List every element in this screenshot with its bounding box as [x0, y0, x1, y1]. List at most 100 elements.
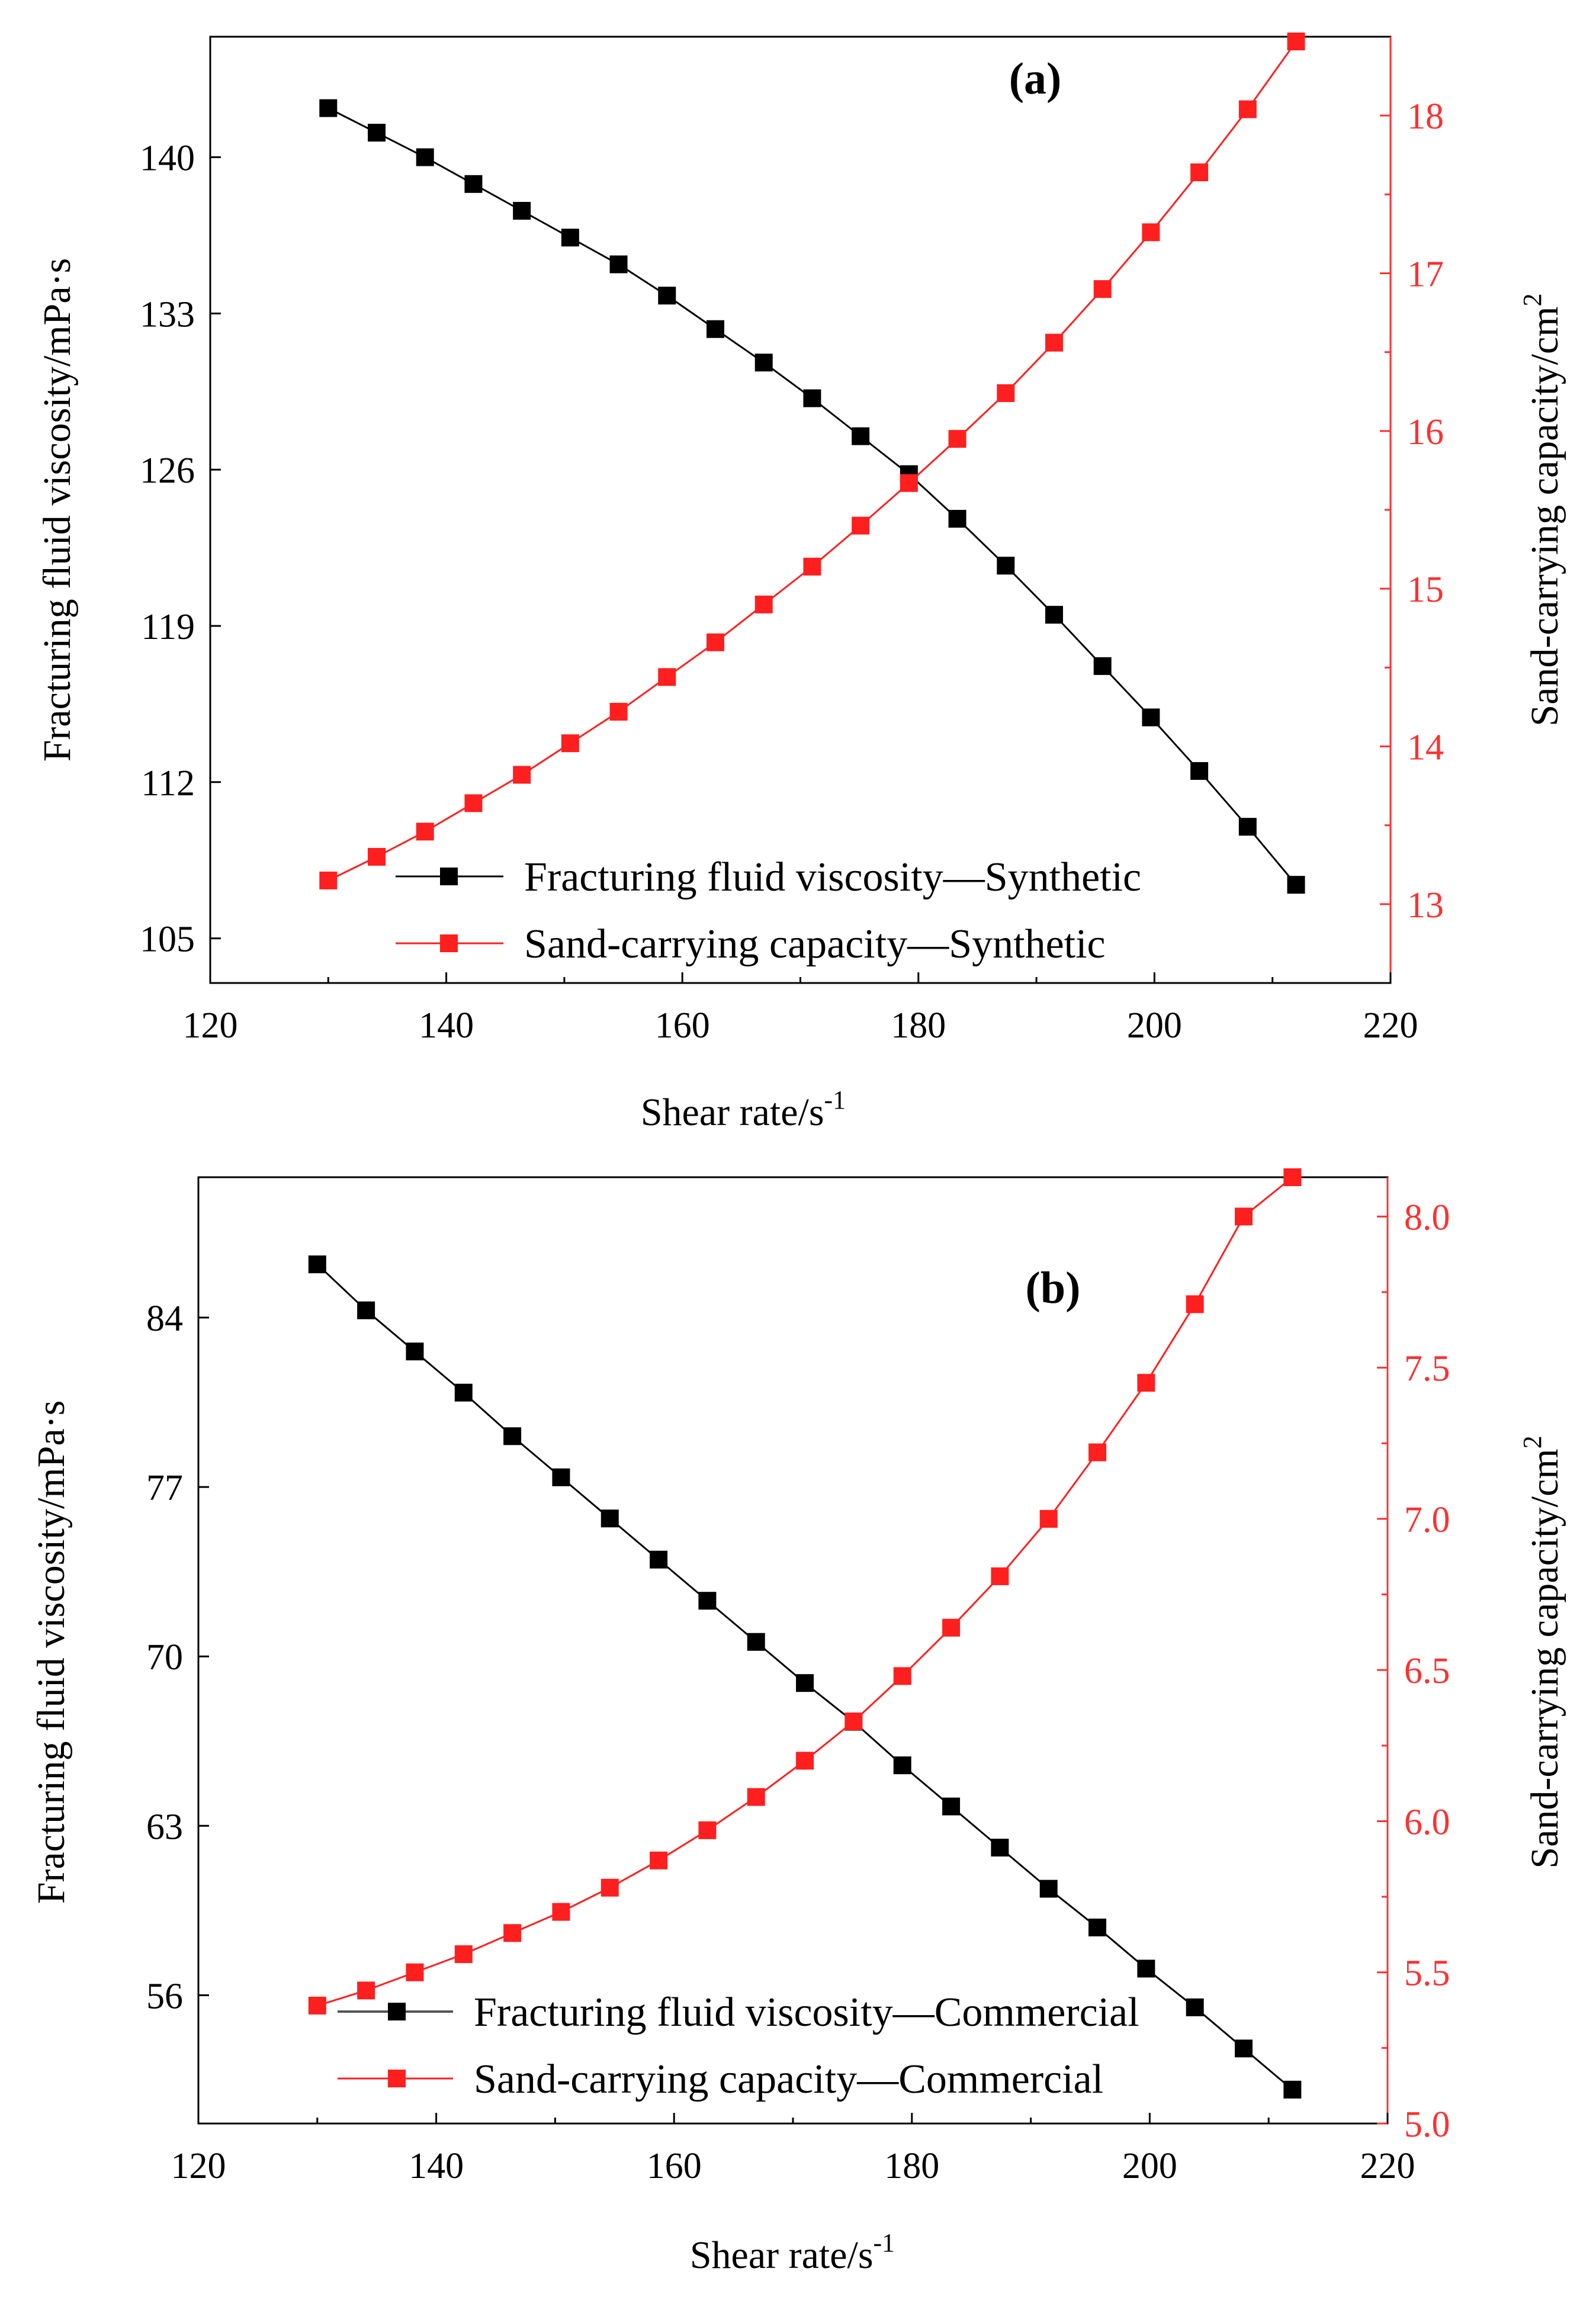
panel-a-left-axis-title: Fracturing fluid viscosity/mPa·s	[36, 258, 79, 762]
panel-b-viscosity-point	[357, 1301, 375, 1319]
panel-a-sand-capacity-point	[416, 823, 434, 841]
panel-b-right-title-main: Sand-carrying capacity/cm	[1523, 1448, 1566, 1868]
panel-b-sand-capacity-point	[406, 1963, 424, 1981]
panel-a-viscosity-point	[754, 354, 773, 372]
panel-b-right-tick-label: 6.5	[1404, 1651, 1450, 1691]
panel-a-sand-capacity-point	[464, 794, 483, 812]
panel-b-viscosity-point	[1283, 2080, 1302, 2099]
panel-a-sand-capacity-point	[1238, 100, 1257, 118]
legend-marker-viscosity-synthetic	[440, 868, 458, 885]
panel-a-sand-capacity-point	[707, 633, 725, 651]
panel-a-viscosity-point	[1238, 818, 1257, 836]
panel-b-right-axis: 5.0 5.5 6.0 6.5 7.0 7.5 8.0	[1377, 1177, 1450, 2145]
panel-b-x-axis-title: Shear rate/s-1	[690, 2228, 895, 2277]
panel-b-right-tick-label: 5.0	[1404, 2105, 1450, 2145]
panel-a-viscosity-point	[1190, 762, 1209, 780]
panel-a-sand-capacity-point	[368, 847, 386, 866]
panel-a-left-tick-label: 140	[140, 139, 195, 179]
panel-a-viscosity-point	[852, 427, 870, 445]
panel-a-viscosity-point	[513, 201, 531, 220]
panel-a-right-axis-title: Sand-carrying capacity/cm2	[1518, 293, 1566, 726]
panel-a-viscosity-point	[1287, 876, 1305, 894]
panel-a-sand-capacity-point	[1190, 163, 1209, 182]
panel-a-right-tick-label: 14	[1407, 728, 1444, 768]
panel-a-left-tick-label: 119	[141, 607, 195, 647]
panel-b-right-tick-label: 7.5	[1404, 1349, 1450, 1389]
panel-a-left-axis: 105 112 119 126 133 140	[140, 139, 221, 960]
panel-b-viscosity-point	[406, 1342, 424, 1361]
panel-b-x-tick-label: 200	[1122, 2146, 1177, 2186]
panel-b-viscosity-point	[503, 1427, 522, 1445]
panel-a-viscosity-point	[803, 389, 821, 407]
panel-a-x-title-sup: -1	[824, 1085, 846, 1114]
panel-a-sand-capacity-point	[561, 734, 579, 753]
legend-label-viscosity-synthetic: Fracturing fluid viscosity—Synthetic	[524, 854, 1141, 900]
panel-a-sand-capacity-point	[948, 430, 966, 448]
panel-a-viscosity-point	[1093, 657, 1112, 675]
panel-a-viscosity-point	[416, 148, 434, 166]
panel-a-x-tick-label: 220	[1363, 1005, 1418, 1046]
panel-b-x-tick-label: 120	[171, 2146, 226, 2186]
panel-b-right-tick-label: 7.0	[1404, 1500, 1450, 1540]
panel-b-sand-capacity-point	[650, 1851, 668, 1869]
panel-b-viscosity-point	[893, 1756, 911, 1775]
panel-a-sand-capacity-point	[852, 516, 870, 535]
panel-b-viscosity-point	[991, 1839, 1009, 1857]
panel-a-x-axis-title: Shear rate/s-1	[641, 1085, 846, 1134]
panel-a-sand-capacity-point	[1045, 333, 1063, 352]
legend-marker-sand-commercial	[388, 2070, 406, 2087]
panel-b-sand-capacity-point	[844, 1712, 863, 1730]
legend-entry-sand-commercial: Sand-carrying capacity—Commercial	[338, 2057, 1103, 2102]
panel-a-left-tick-label: 133	[140, 294, 195, 335]
panel-b-viscosity-point	[942, 1797, 961, 1816]
panel-b-x-title-main: Shear rate/s	[690, 2234, 874, 2277]
panel-b-sand-capacity-point	[1186, 1295, 1204, 1313]
panel-b-right-tick-label: 5.5	[1404, 1954, 1450, 1994]
panel-b-viscosity-point	[1186, 1998, 1204, 2016]
panel-b-sand-capacity-point	[747, 1788, 765, 1806]
panel-b-sand-capacity-point	[893, 1667, 911, 1685]
panel-b-x-tick-label: 160	[647, 2146, 702, 2186]
panel-b-sand-capacity-point	[991, 1567, 1009, 1585]
panel-b-left-tick-label: 56	[146, 1976, 183, 2016]
legend-entry-viscosity-synthetic: Fracturing fluid viscosity—Synthetic	[396, 854, 1141, 900]
legend-marker-viscosity-commercial	[388, 2003, 406, 2020]
panel-a-sand-capacity-point	[319, 871, 338, 889]
panel-a-x-tick-label: 160	[655, 1005, 710, 1046]
legend-label-sand-synthetic: Sand-carrying capacity—Synthetic	[524, 921, 1106, 967]
panel-a-right-tick-label: 16	[1407, 412, 1444, 452]
panel-a-right-title-main: Sand-carrying capacity/cm	[1523, 306, 1566, 726]
panel-b-left-tick-label: 84	[146, 1299, 183, 1339]
panel-b-sand-capacity-point	[1137, 1374, 1155, 1392]
panel-b-viscosity-point	[747, 1633, 765, 1651]
panel-b-viscosity-point	[796, 1674, 814, 1692]
panel-a-viscosity-point	[997, 557, 1015, 575]
panel-a-left-tick-label: 105	[140, 920, 195, 960]
panel-a-viscosity-point	[1045, 606, 1063, 624]
panel-a-viscosity-point	[368, 124, 386, 142]
panel-a-sand-capacity-point	[609, 702, 628, 721]
panel-a-frame	[209, 36, 1392, 984]
panel-a-right-tick-label: 18	[1407, 97, 1444, 137]
legend-entry-viscosity-commercial: Fracturing fluid viscosity—Commercial	[338, 1990, 1139, 2035]
legend-label-sand-commercial: Sand-carrying capacity—Commercial	[474, 2057, 1103, 2102]
panel-a-right-tick-label: 13	[1407, 885, 1444, 926]
panel-b-sand-capacity-point	[308, 1996, 326, 2015]
panel-b-viscosity-point	[1235, 2039, 1253, 2058]
panel-a-right-axis: 13 14 15 16 17 18	[1380, 37, 1444, 983]
panel-b-left-tick-label: 70	[146, 1637, 183, 1678]
panel-a-left-tick-label: 126	[140, 451, 195, 491]
panel-a-sand-capacity-point	[1142, 223, 1160, 242]
panel-a-sand-capacity-point	[513, 766, 531, 784]
panel-a-sand-capacity-point	[754, 595, 773, 613]
panel-b-sand-capacity-point	[1088, 1443, 1107, 1461]
panel-b-legend: Fracturing fluid viscosity—Commercial Sa…	[338, 1990, 1139, 2102]
panel-b-x-title-sup: -1	[874, 2228, 895, 2257]
panel-a-sand-capacity-point	[900, 474, 918, 492]
panel-a-sand-capacity-point	[997, 384, 1015, 402]
panel-b-right-axis-title: Sand-carrying capacity/cm2	[1518, 1435, 1566, 1868]
panel-b-viscosity-point	[600, 1509, 619, 1528]
